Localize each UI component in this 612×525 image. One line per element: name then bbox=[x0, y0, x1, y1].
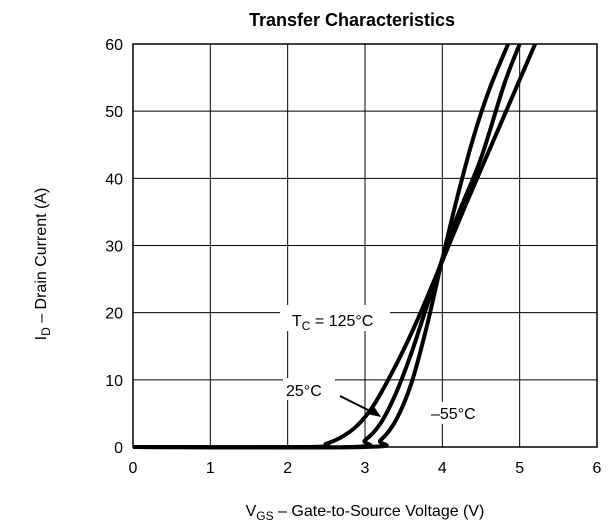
tc-label-bg bbox=[280, 305, 390, 331]
x-axis-label-main: V bbox=[246, 503, 257, 520]
y-tick-label: 20 bbox=[105, 306, 123, 323]
x-tick-label: 1 bbox=[206, 460, 215, 477]
y-tick-label: 50 bbox=[105, 104, 123, 121]
annotation-tc-main: T bbox=[292, 313, 302, 330]
x-tick-label: 5 bbox=[515, 460, 524, 477]
chart-title: Transfer Characteristics bbox=[249, 10, 455, 30]
x-tick-label: 6 bbox=[593, 460, 602, 477]
x-axis-label-sub: GS bbox=[256, 509, 273, 523]
y-tick-label: 40 bbox=[105, 171, 123, 188]
y-tick-label: 0 bbox=[114, 440, 123, 457]
series-line-2 bbox=[132, 43, 510, 450]
series-line-0 bbox=[132, 43, 537, 450]
y-tick-labels: 0 10 20 30 40 50 60 bbox=[105, 37, 123, 457]
tm55-label-bg bbox=[428, 402, 490, 424]
y-axis-label: ID – Drain Current (A) bbox=[33, 188, 53, 341]
y-axis-label-sub: D bbox=[39, 327, 53, 336]
annotation-tc-rest: = 125°C bbox=[310, 313, 373, 330]
x-axis-label: VGS – Gate-to-Source Voltage (V) bbox=[246, 503, 485, 523]
x-axis-label-rest: – Gate-to-Source Voltage (V) bbox=[274, 503, 485, 520]
annotation-25c-arrow-line bbox=[339, 395, 373, 413]
y-axis-label-main: I bbox=[33, 336, 50, 340]
y-tick-label: 10 bbox=[105, 373, 123, 390]
series-curves bbox=[132, 43, 537, 450]
x-tick-label: 0 bbox=[129, 460, 138, 477]
y-axis-label-rest: – Drain Current (A) bbox=[33, 188, 50, 328]
x-tick-labels: 0 1 2 3 4 5 6 bbox=[129, 460, 602, 477]
annotation-25c: 25°C bbox=[286, 383, 322, 400]
annotation-25c-arrowhead bbox=[367, 405, 381, 417]
grid bbox=[132, 43, 598, 448]
annotation-tc-sub: C bbox=[302, 319, 311, 333]
x-tick-label: 2 bbox=[283, 460, 292, 477]
y-tick-label: 30 bbox=[105, 239, 123, 256]
x-tick-label: 3 bbox=[361, 460, 370, 477]
t25-label-bg bbox=[283, 378, 335, 400]
y-tick-label: 60 bbox=[105, 37, 123, 54]
x-tick-label: 4 bbox=[438, 460, 447, 477]
annotation-tc: TC = 125°C bbox=[292, 313, 373, 333]
annotation-minus55c: –55°C bbox=[431, 406, 476, 423]
